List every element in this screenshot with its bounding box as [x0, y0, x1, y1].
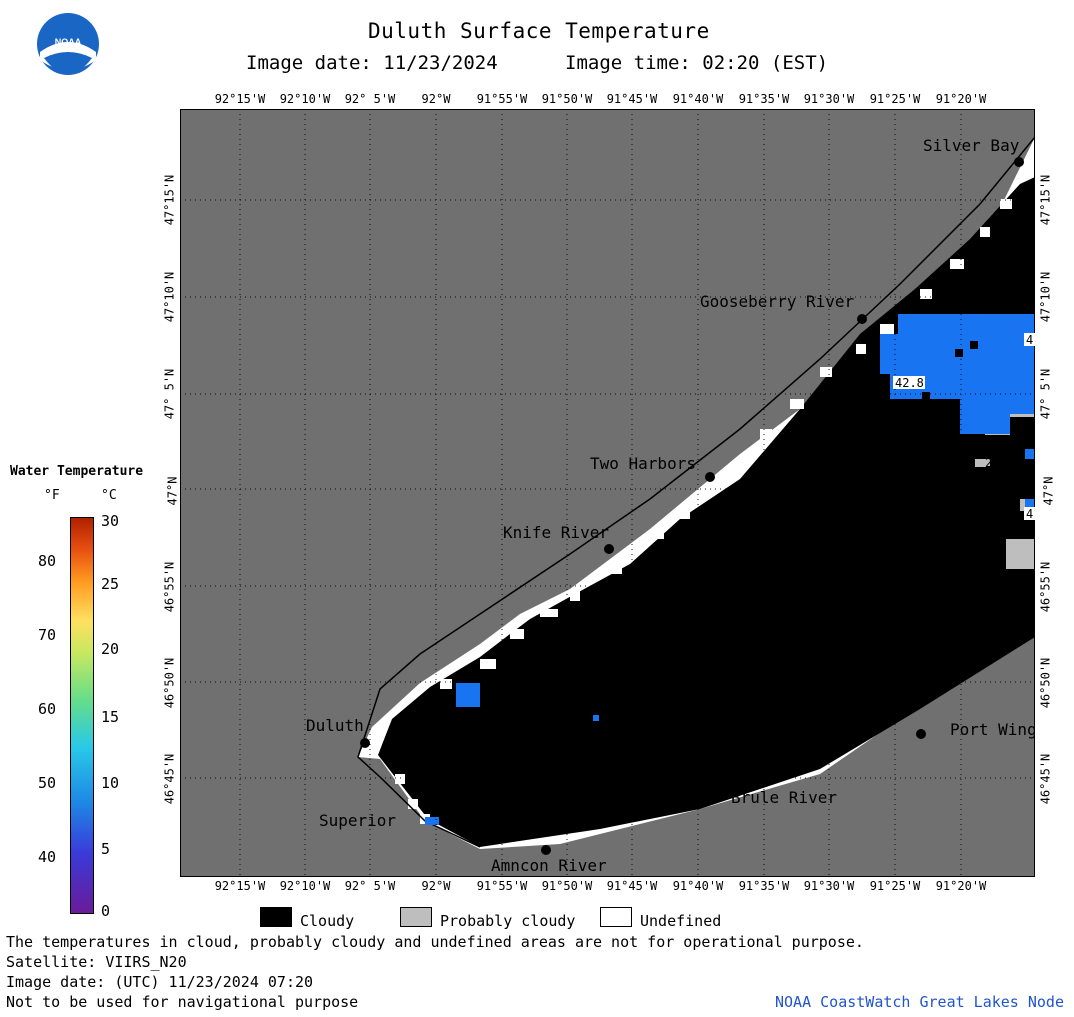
map-frame — [180, 109, 1035, 877]
lon-label: 91°30'W — [803, 879, 855, 893]
scale-tick-f: 80 — [38, 552, 57, 570]
lon-label: 92° 5'W — [344, 879, 396, 893]
color-scale-bar — [70, 517, 94, 914]
lon-label: 92°W — [421, 879, 451, 893]
lon-label: 91°50'W — [541, 92, 593, 106]
lat-label: 47°N — [165, 476, 180, 506]
contour-label: 42.8 — [895, 376, 924, 390]
lon-label: 92°10'W — [279, 92, 331, 106]
scale-tick-f: 60 — [38, 700, 57, 718]
lon-label: 91°40'W — [672, 92, 724, 106]
logo-text: NOAA — [55, 37, 82, 47]
map-canvas[interactable]: 42.8 4 2 4 Silver Bay Gooseberry River T… — [180, 109, 1035, 877]
lat-label: 47°10'N — [162, 271, 177, 323]
scale-tick-c: 20 — [101, 640, 120, 658]
place-label-brule-river: Brule River — [731, 788, 837, 807]
lat-label: 47°15'N — [162, 174, 177, 226]
satellite-text: Satellite: VIIRS_N20 — [6, 953, 187, 971]
lon-label: 91°40'W — [672, 879, 724, 893]
lat-label: 46°55'N — [162, 561, 177, 613]
lat-label: 46°45'N — [162, 753, 177, 805]
place-label-gooseberry-river: Gooseberry River — [700, 292, 854, 311]
legend-swatch-undefined — [600, 907, 632, 927]
lat-label: 47°15'N — [1038, 174, 1053, 226]
lon-label: 91°35'W — [738, 92, 790, 106]
contour-label: 4 — [1026, 333, 1033, 347]
legend-swatch-cloudy — [260, 907, 292, 927]
lon-label: 91°50'W — [541, 879, 593, 893]
legend-label-cloudy: Cloudy — [300, 912, 355, 930]
lon-label: 91°25'W — [869, 92, 921, 106]
credit-link[interactable]: NOAA CoastWatch Great Lakes Node — [775, 993, 1064, 1011]
scale-tick-c: 30 — [101, 512, 120, 530]
image-date: Image date: 11/23/2024 — [246, 52, 498, 74]
graticule — [180, 109, 1035, 877]
navigation-warning: Not to be used for navigational purpose — [6, 993, 359, 1011]
lon-label: 91°20'W — [935, 92, 987, 106]
cloud-speckles — [880, 341, 978, 415]
scale-tick-c: 15 — [101, 708, 120, 726]
lon-label: 92°10'W — [279, 879, 331, 893]
lon-label: 91°20'W — [935, 879, 987, 893]
scale-title: Water Temperature — [10, 464, 144, 479]
lat-label: 47° 5'N — [1038, 368, 1053, 420]
contour-label: 2 — [985, 456, 992, 470]
lat-label: 46°45'N — [1038, 753, 1053, 805]
noaa-logo: NOAA — [37, 13, 99, 75]
legend-swatch-probably-cloudy — [400, 907, 432, 927]
lon-label: 91°25'W — [869, 879, 921, 893]
lat-label: 46°55'N — [1038, 561, 1053, 613]
scale-unit-c: °C — [101, 488, 117, 503]
scale-tick-c: 5 — [101, 840, 111, 858]
scale-tick-f: 70 — [38, 626, 57, 644]
scale-tick-c: 10 — [101, 774, 120, 792]
legend-label-undefined: Undefined — [640, 912, 722, 930]
cloud-area — [378, 177, 1035, 847]
scale-tick-c: 25 — [101, 575, 120, 593]
scale-tick-f: 50 — [38, 774, 57, 792]
place-label-two-harbors: Two Harbors — [590, 454, 696, 473]
lon-label: 91°55'W — [476, 879, 528, 893]
place-label-port-wing: Port Wing — [950, 720, 1035, 739]
lon-label: 91°35'W — [738, 879, 790, 893]
place-markers — [360, 157, 1024, 855]
lon-label: 91°30'W — [803, 92, 855, 106]
lon-label: 92°15'W — [214, 92, 266, 106]
scale-tick-c: 0 — [101, 902, 111, 920]
place-label-superior: Superior — [319, 811, 396, 830]
map-title: Duluth Surface Temperature — [368, 19, 710, 43]
lat-label: 46°50'N — [1038, 657, 1053, 709]
contour-labels: 42.8 4 2 4 — [893, 333, 1035, 521]
place-label-knife-river: Knife River — [503, 523, 609, 542]
legend-label-probably-cloudy: Probably cloudy — [440, 912, 576, 930]
image-time: Image time: 02:20 (EST) — [565, 52, 829, 74]
lon-label: 91°45'W — [606, 879, 658, 893]
contour-label: 4 — [1026, 507, 1033, 521]
utc-date-text: Image date: (UTC) 11/23/2024 07:20 — [6, 973, 314, 991]
disclaimer-text: The temperatures in cloud, probably clou… — [6, 933, 864, 951]
coastline — [357, 136, 1035, 848]
place-label-duluth: Duluth — [306, 716, 364, 735]
lon-label: 92° 5'W — [344, 92, 396, 106]
lon-label: 92°15'W — [214, 879, 266, 893]
lat-label: 47° 5'N — [162, 368, 177, 420]
lon-label: 91°55'W — [476, 92, 528, 106]
lon-label: 91°45'W — [606, 92, 658, 106]
place-label-silver-bay: Silver Bay — [923, 136, 1020, 155]
lat-label: 47°N — [1041, 476, 1056, 506]
place-label-amncon-river: Amncon River — [491, 856, 607, 875]
lon-label: 92°W — [421, 92, 451, 106]
scale-tick-f: 40 — [38, 848, 57, 866]
lat-label: 47°10'N — [1038, 271, 1053, 323]
place-labels: Silver Bay Gooseberry River Two Harbors … — [306, 136, 1035, 875]
scale-unit-f: °F — [44, 488, 60, 503]
lat-label: 46°50'N — [162, 657, 177, 709]
